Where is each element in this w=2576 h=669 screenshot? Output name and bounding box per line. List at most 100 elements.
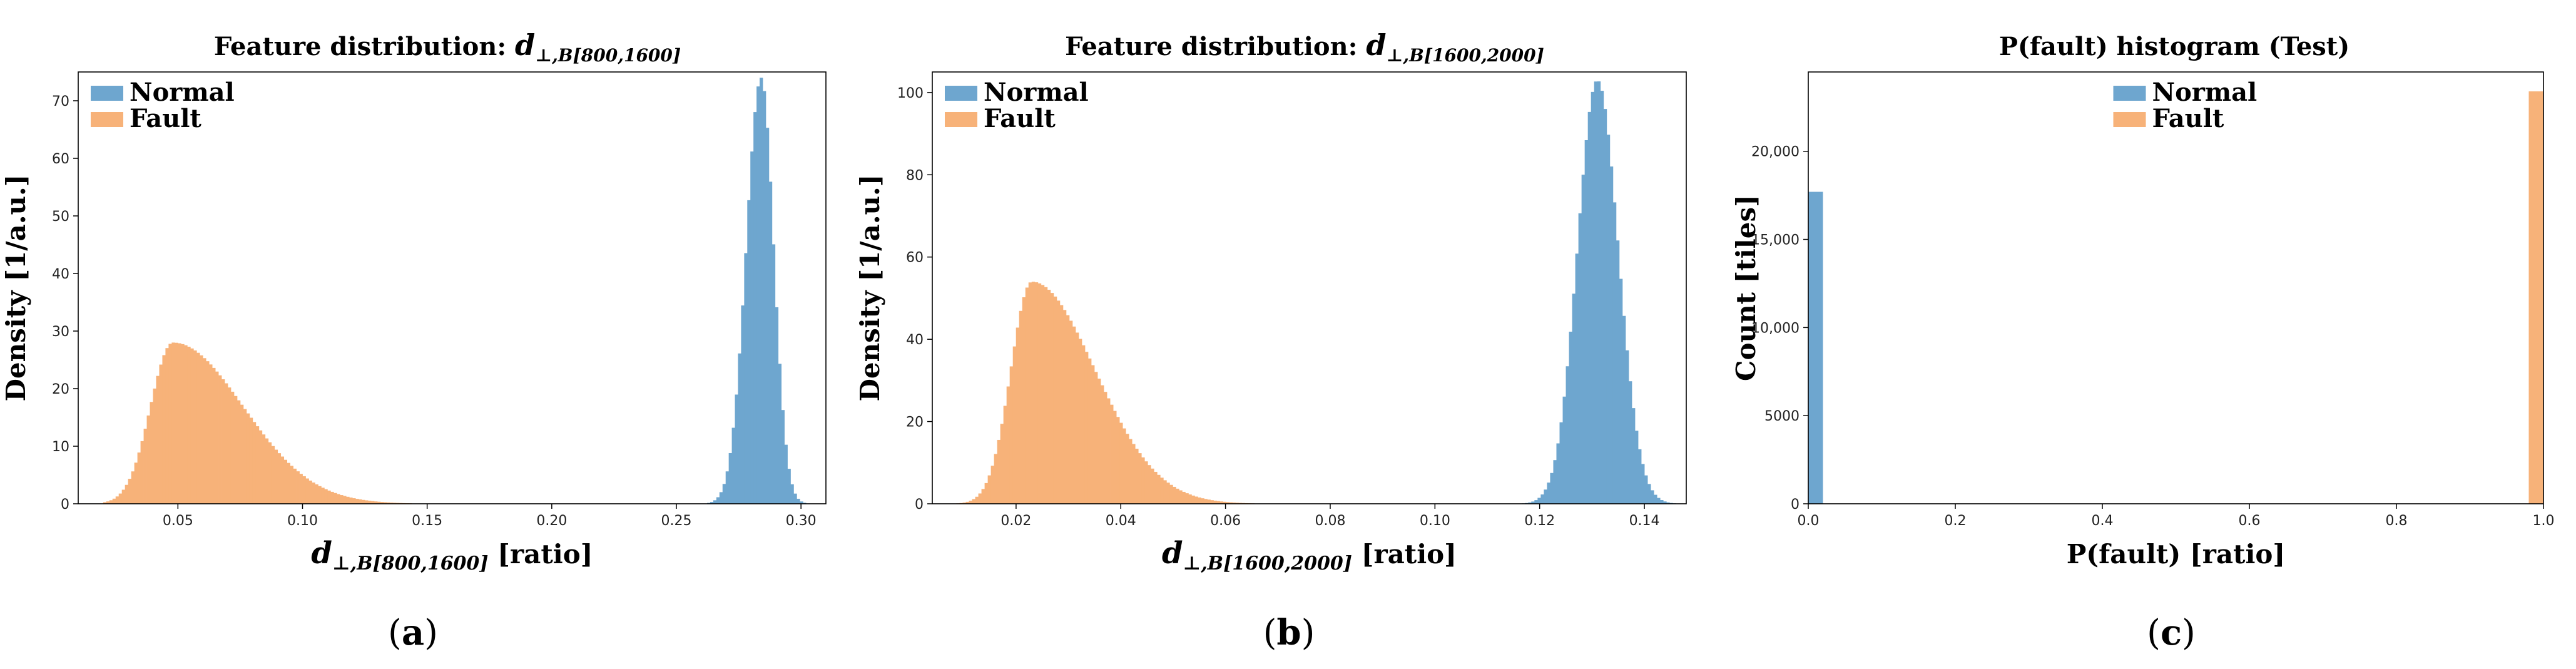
x-tick-label: 1.0 [2533, 513, 2555, 529]
x-tick-label: 0.0 [1798, 513, 1820, 529]
bar-fault [1037, 283, 1042, 504]
y-tick-label: 10,000 [1751, 320, 1800, 336]
bar-fault [1110, 404, 1114, 504]
bar-fault [308, 480, 312, 504]
bar-fault [1182, 491, 1186, 504]
bar-fault [984, 483, 989, 504]
bar-normal [719, 492, 723, 504]
bar-fault [1006, 386, 1011, 504]
bar-fault [359, 499, 362, 504]
bar-normal [1625, 350, 1629, 504]
bar-fault [153, 388, 156, 504]
bar-fault [1216, 501, 1220, 504]
y-tick-label: 70 [52, 94, 69, 110]
bar-normal [1531, 501, 1535, 504]
bar-normal [1638, 449, 1642, 504]
bar-fault [1034, 282, 1039, 504]
bar-fault [1028, 282, 1032, 504]
bar-fault [1185, 493, 1189, 504]
bar-normal [1581, 175, 1586, 504]
bar-normal [1603, 109, 1607, 504]
bar-fault [389, 503, 394, 504]
bar-fault [1113, 411, 1117, 504]
bar-fault [1213, 500, 1217, 504]
bar-fault [377, 501, 381, 504]
y-axis-label: Density [1/a.u.] [1, 174, 31, 401]
bar-normal [1594, 81, 1598, 504]
bar-fault [1223, 501, 1226, 504]
bar-fault [121, 489, 126, 504]
bar-fault [193, 350, 197, 504]
bar-fault [1141, 457, 1145, 504]
bar-normal [1622, 315, 1626, 504]
x-tick-label: 0.14 [1629, 513, 1660, 529]
bar-fault [1072, 326, 1076, 504]
y-tick-label: 40 [906, 332, 924, 348]
bar-fault [305, 478, 309, 504]
bar-normal [722, 484, 726, 504]
bar-fault [1160, 477, 1164, 504]
chart-panel-c: 0.0 0.2 0.4 0.6 0.8 1.0 0 5000 10,000 15,000 20,00… [1731, 32, 2555, 569]
bar-fault [965, 501, 969, 504]
bar-normal [716, 497, 720, 504]
bar-fault [1132, 444, 1136, 504]
bar-fault [969, 501, 972, 504]
bar-fault [252, 422, 257, 504]
bar-normal [778, 364, 782, 504]
bar-fault [972, 499, 975, 504]
bar-fault [315, 484, 318, 504]
bar-fault [299, 474, 303, 504]
bar-fault [1179, 490, 1183, 504]
legend-label-normal: Normal [2152, 78, 2258, 107]
bar-fault [150, 402, 153, 504]
bar-fault [383, 502, 387, 504]
y-tick-label: 20 [52, 382, 69, 397]
bar-fault [1232, 502, 1236, 504]
bar-fault [324, 489, 328, 504]
bar-fault [365, 500, 369, 504]
legend-swatch-fault [945, 112, 977, 127]
bar-fault [293, 468, 297, 504]
bar-fault [1116, 417, 1120, 504]
bar-fault [287, 462, 290, 504]
bar-fault [302, 476, 306, 504]
x-tick-label: 0.4 [2092, 513, 2114, 529]
x-tick-label: 0.12 [1524, 513, 1555, 529]
chart-panel-a: 0.05 0.10 0.15 0.20 0.25 0.30 0 10 20 30 40 50 60 70 F… [1, 28, 827, 575]
y-tick-label: 30 [52, 324, 69, 340]
bar-fault [243, 409, 247, 504]
bar-fault [1081, 345, 1086, 504]
bar-fault [1135, 448, 1139, 504]
bar-fault [1031, 282, 1036, 504]
chart-panel-b: 0.02 0.04 0.06 0.08 0.10 0.12 0.14 0 20 40 60 80 100… [855, 28, 1687, 575]
bar-fault [1148, 465, 1151, 504]
bar-fault [206, 361, 210, 504]
y-tick-label: 0 [915, 497, 924, 513]
bar-normal [1631, 408, 1636, 504]
bar-fault [165, 348, 169, 504]
x-tick-label: 0.05 [163, 513, 193, 529]
bar-fault [1157, 474, 1161, 504]
bar-normal [1597, 81, 1601, 504]
bar-fault [137, 452, 141, 504]
bar-fault [386, 502, 390, 504]
bar-fault [337, 494, 340, 504]
bar-fault [346, 496, 350, 504]
x-tick-label: 0.30 [786, 513, 817, 529]
bar-normal [735, 394, 738, 504]
bar-fault [994, 454, 998, 504]
bar-fault [190, 348, 194, 504]
bar-normal [725, 471, 730, 504]
bar-normal [1666, 502, 1670, 504]
bar-normal [1528, 502, 1532, 504]
bar-normal [1644, 475, 1648, 504]
x-tick-label: 0.10 [1420, 513, 1450, 529]
bar-fault [1025, 287, 1029, 504]
bar-fault [962, 503, 966, 504]
bar-fault [368, 501, 372, 504]
axes-frame [932, 71, 1687, 504]
bar-fault [997, 439, 1001, 504]
bar-fault [228, 387, 232, 504]
bar-fault [1047, 290, 1051, 504]
bar-fault [1207, 499, 1211, 504]
